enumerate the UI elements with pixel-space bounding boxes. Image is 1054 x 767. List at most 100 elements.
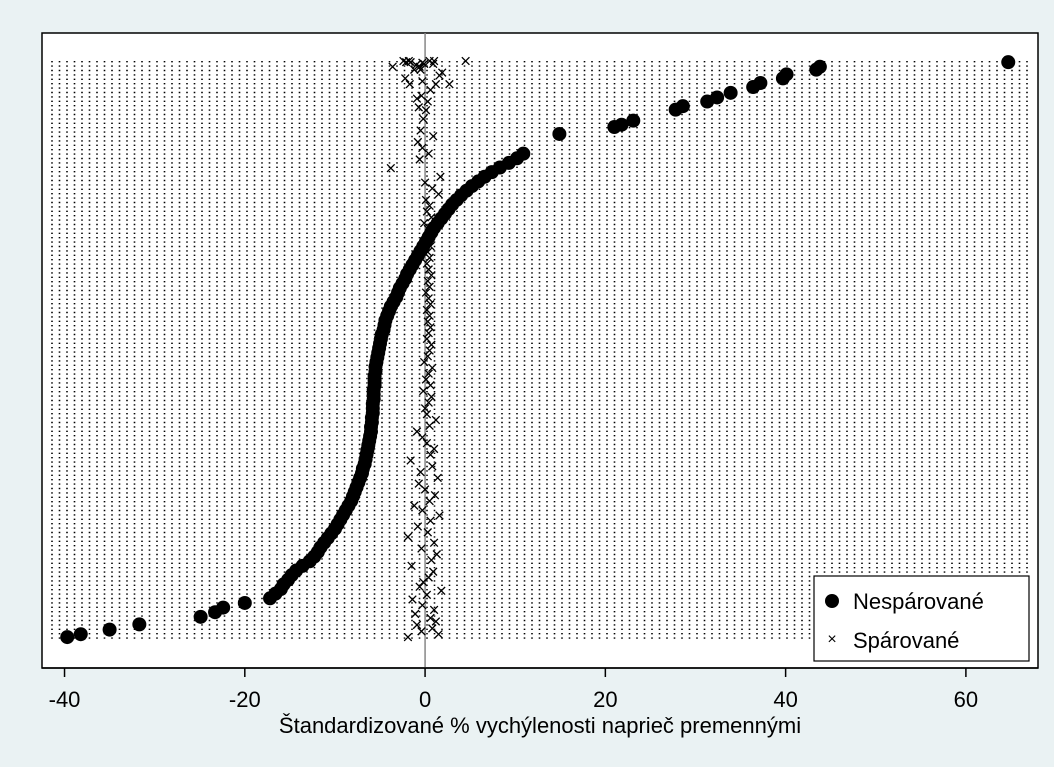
unmatched-point xyxy=(60,630,75,645)
matched-point xyxy=(388,62,397,72)
matched-point xyxy=(419,114,428,124)
legend-label-matched: Spárované xyxy=(853,628,959,653)
series-matched xyxy=(386,56,470,642)
legend-label-unmatched: Nespárované xyxy=(853,589,984,614)
matched-point xyxy=(419,357,429,367)
matched-point xyxy=(425,56,434,66)
matched-point xyxy=(406,456,415,465)
matched-point xyxy=(407,561,416,571)
matched-point xyxy=(403,632,413,642)
matched-point xyxy=(428,567,438,576)
matched-point xyxy=(426,516,435,525)
matched-point xyxy=(424,573,433,582)
matched-point xyxy=(423,317,433,326)
x-axis: -40 -20 0 20 40 60 xyxy=(42,667,1038,712)
legend-box xyxy=(813,575,1030,662)
matched-point xyxy=(400,74,410,83)
matched-point xyxy=(412,94,422,103)
unmatched-point xyxy=(1001,55,1016,70)
matched-point xyxy=(428,624,437,633)
matched-point xyxy=(433,473,442,483)
matched-point xyxy=(424,369,433,378)
x-tick-label: 40 xyxy=(773,687,797,712)
matched-point xyxy=(418,143,427,153)
unmatched-point xyxy=(710,90,725,105)
matched-point xyxy=(425,311,434,321)
matched-point xyxy=(386,163,396,173)
unmatched-point xyxy=(779,67,794,82)
matched-point xyxy=(420,404,430,413)
matched-point xyxy=(418,601,427,610)
matched-point xyxy=(421,105,431,115)
matched-point xyxy=(426,299,435,309)
unmatched-point xyxy=(216,600,231,615)
matched-point xyxy=(461,56,470,66)
matched-point xyxy=(405,79,415,89)
matched-point xyxy=(414,479,424,488)
legend-marker-matched: × xyxy=(827,631,836,648)
matched-point xyxy=(429,538,439,547)
matched-point xyxy=(412,427,422,436)
matched-point xyxy=(417,91,426,100)
matched-point xyxy=(428,363,437,373)
matched-point xyxy=(416,126,425,135)
matched-point xyxy=(421,195,431,205)
matched-point xyxy=(431,415,441,425)
matched-point xyxy=(422,334,432,344)
x-axis-title: Štandardizované % vychýlenosti naprieč p… xyxy=(279,713,801,738)
matched-point xyxy=(408,595,417,604)
matched-point xyxy=(422,207,432,216)
unmatched-point xyxy=(614,117,629,132)
x-axis-ticks: -40 -20 0 20 40 60 xyxy=(49,668,978,712)
matched-point xyxy=(425,201,434,211)
matched-point xyxy=(425,346,434,355)
matched-point xyxy=(445,79,454,89)
matched-point xyxy=(429,605,439,615)
x-tick-label: -20 xyxy=(229,687,261,712)
matched-point xyxy=(410,65,419,74)
matched-point xyxy=(421,375,431,384)
matched-point xyxy=(422,305,432,315)
x-tick-label: 20 xyxy=(593,687,617,712)
matched-point xyxy=(422,409,432,419)
matched-point xyxy=(427,392,436,402)
matched-point xyxy=(424,398,433,407)
matched-point xyxy=(417,544,426,553)
unmatched-point xyxy=(193,609,208,624)
matched-point xyxy=(421,288,431,297)
matched-point xyxy=(417,627,426,636)
matched-point xyxy=(437,586,446,596)
matched-point xyxy=(413,522,423,531)
unmatched-point xyxy=(626,113,641,128)
matched-point xyxy=(428,462,437,471)
unmatched-point xyxy=(552,126,567,141)
matched-point xyxy=(436,172,445,182)
matched-point xyxy=(426,242,435,251)
matched-point xyxy=(429,444,439,454)
unmatched-point xyxy=(812,59,827,74)
unmatched-point xyxy=(73,627,88,642)
matched-point xyxy=(428,184,437,193)
matched-point xyxy=(415,155,424,164)
plot-area xyxy=(41,32,1039,669)
matched-point xyxy=(423,247,433,257)
unmatched-point xyxy=(132,617,147,632)
matched-point xyxy=(399,56,408,66)
matched-point xyxy=(419,218,429,228)
matched-point xyxy=(431,79,441,89)
matched-point xyxy=(428,132,438,141)
matched-point xyxy=(418,506,427,515)
matched-point xyxy=(410,501,419,510)
x-tick-label: -40 xyxy=(49,687,81,712)
matched-point xyxy=(426,380,435,390)
matched-point xyxy=(414,103,424,112)
matched-point xyxy=(411,60,421,70)
matched-point xyxy=(424,328,433,338)
matched-point xyxy=(424,294,433,303)
matched-point xyxy=(424,265,433,274)
matched-point xyxy=(425,282,434,292)
matched-point xyxy=(437,68,447,77)
matched-point xyxy=(431,617,441,626)
matched-point xyxy=(426,613,435,623)
matched-point xyxy=(427,340,436,349)
